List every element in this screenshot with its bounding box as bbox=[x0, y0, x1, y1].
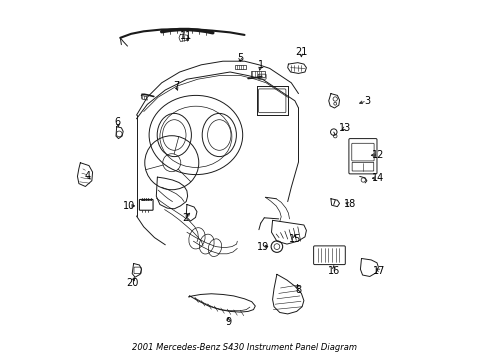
Text: 2001 Mercedes-Benz S430 Instrument Panel Diagram: 2001 Mercedes-Benz S430 Instrument Panel… bbox=[132, 343, 356, 352]
Text: 2: 2 bbox=[182, 213, 188, 223]
Text: 15: 15 bbox=[288, 234, 301, 244]
Text: 20: 20 bbox=[126, 278, 138, 288]
Text: 5: 5 bbox=[237, 53, 243, 63]
Text: 3: 3 bbox=[363, 96, 369, 106]
Text: 11: 11 bbox=[180, 31, 192, 41]
Text: 9: 9 bbox=[225, 317, 231, 327]
Text: 19: 19 bbox=[257, 242, 269, 252]
Text: 7: 7 bbox=[173, 81, 179, 91]
Text: 6: 6 bbox=[115, 117, 121, 127]
Text: 16: 16 bbox=[327, 266, 339, 276]
Text: 21: 21 bbox=[295, 47, 307, 57]
Text: 13: 13 bbox=[339, 123, 351, 133]
Text: 18: 18 bbox=[343, 199, 355, 210]
Text: 1: 1 bbox=[257, 60, 263, 70]
Text: 17: 17 bbox=[372, 266, 385, 276]
Text: 10: 10 bbox=[122, 201, 134, 211]
Text: 14: 14 bbox=[371, 173, 383, 183]
Text: 4: 4 bbox=[84, 171, 91, 181]
Text: 12: 12 bbox=[371, 150, 384, 160]
Text: 8: 8 bbox=[295, 285, 301, 295]
